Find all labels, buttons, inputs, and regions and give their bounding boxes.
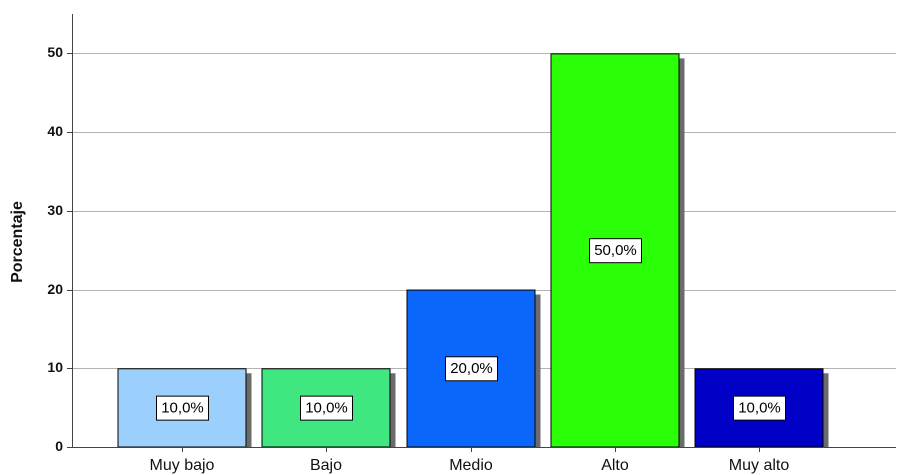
y-tick-labels: 0 10 20 30 40 50 <box>47 44 63 454</box>
y-tick-label: 30 <box>47 202 63 218</box>
data-label: 10,0% <box>305 400 348 417</box>
data-label-box <box>156 395 209 421</box>
y-axis-title: Porcentaje <box>9 201 26 283</box>
x-tick-labels: Muy bajo Bajo Medio Alto Muy alto <box>150 457 790 474</box>
data-label: 20,0% <box>450 360 493 377</box>
data-label-box <box>445 356 498 382</box>
y-tick-label: 0 <box>55 438 63 454</box>
y-tick-label: 40 <box>47 123 63 139</box>
x-tick-label: Muy bajo <box>150 457 215 474</box>
data-label-box <box>589 238 642 264</box>
bars <box>117 53 824 448</box>
x-tick-label: Medio <box>449 457 493 474</box>
data-label: 10,0% <box>738 400 781 417</box>
y-tick-label: 10 <box>47 359 63 375</box>
data-labels: 10,0% 10,0% 20,0% 50,0% 10,0% <box>156 238 786 421</box>
data-label-box <box>300 395 353 421</box>
x-tick-label: Bajo <box>310 457 342 474</box>
y-tick-label: 20 <box>47 281 63 297</box>
x-tick-label: Alto <box>601 457 629 474</box>
x-tick-label: Muy alto <box>729 457 790 474</box>
data-label: 10,0% <box>161 400 204 417</box>
y-tick-label: 50 <box>47 44 63 60</box>
data-label: 50,0% <box>594 242 637 259</box>
axes <box>67 14 896 452</box>
data-label-box <box>733 395 786 421</box>
